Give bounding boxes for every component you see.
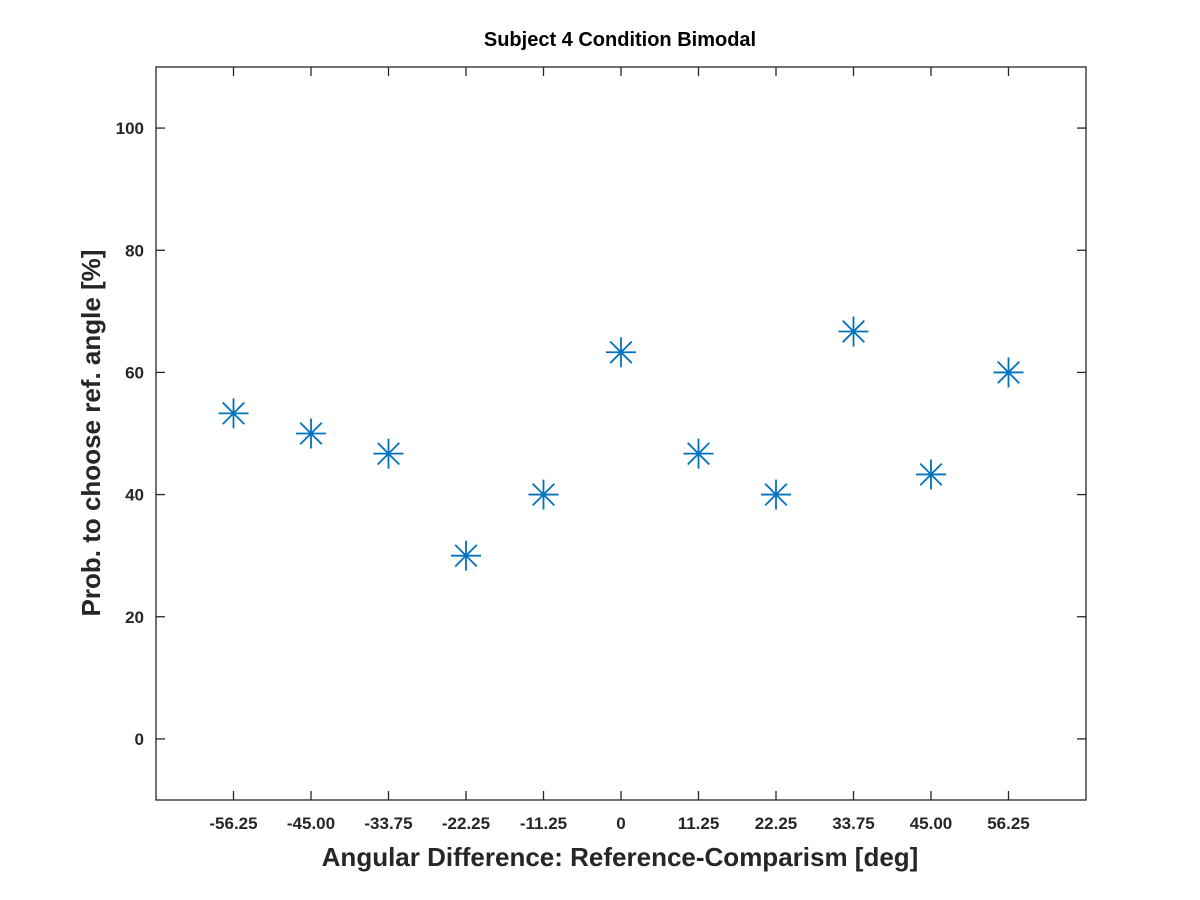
- x-tick-label: 11.25: [678, 814, 720, 833]
- y-tick-label: 100: [116, 119, 144, 138]
- y-axis-label: Prob. to choose ref. angle [%]: [76, 250, 106, 617]
- y-tick-label: 80: [125, 241, 144, 260]
- axis-ticks: -56.25 -45.00 -33.75 -22.25 -11.25 0 11.25 22.2…: [116, 67, 1086, 833]
- x-tick-label: -33.75: [364, 814, 412, 833]
- x-tick-label: -11.25: [520, 814, 567, 833]
- x-tick-label: 22.25: [755, 814, 798, 833]
- x-tick-label: 45.00: [910, 814, 953, 833]
- data-point: [606, 337, 636, 368]
- x-tick-label: -45.00: [287, 814, 335, 833]
- y-tick-label: 40: [125, 486, 144, 505]
- data-point: [451, 540, 481, 571]
- x-tick-label: -22.25: [442, 814, 490, 833]
- plot-area-frame: [155, 66, 1087, 801]
- data-point: [373, 438, 404, 469]
- x-tick-label: 33.75: [832, 814, 875, 833]
- x-tick-label: 0: [616, 814, 625, 833]
- y-tick-label: 60: [125, 363, 144, 382]
- data-point: [528, 479, 559, 510]
- data-points: [218, 316, 1024, 571]
- data-point: [296, 418, 326, 449]
- y-tick-label: 20: [125, 608, 144, 627]
- x-tick-label: 56.25: [987, 814, 1030, 833]
- data-point: [993, 357, 1024, 388]
- x-tick-label: -56.25: [209, 814, 257, 833]
- data-point: [218, 398, 249, 429]
- chart-title: Subject 4 Condition Bimodal: [484, 29, 756, 51]
- data-point: [761, 479, 791, 510]
- data-point: [683, 438, 714, 469]
- data-point: [916, 459, 946, 490]
- y-tick-label: 0: [135, 730, 144, 749]
- x-axis-label: Angular Difference: Reference-Comparism …: [322, 842, 919, 872]
- data-point: [838, 316, 869, 347]
